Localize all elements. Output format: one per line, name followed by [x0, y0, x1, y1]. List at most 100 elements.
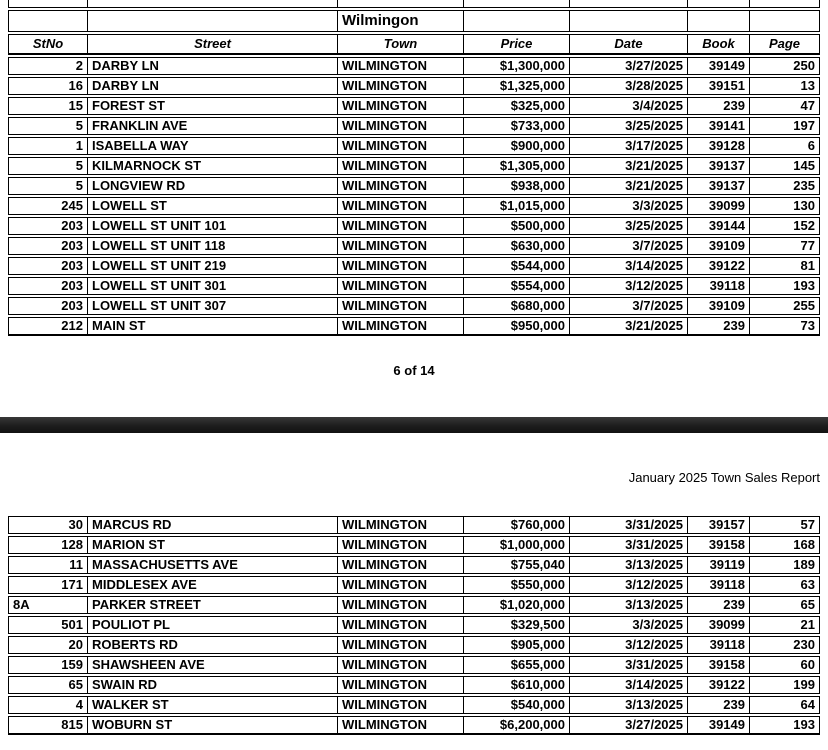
table-row: 1 ISABELLA WAY WILMINGTON $900,000 3/17/2025…	[8, 137, 820, 155]
cell-page: 230	[750, 636, 820, 654]
table-row: 159 SHAWSHEEN AVE WILMINGTON $655,000 3/31/2…	[8, 656, 820, 674]
cell-page: 6	[750, 137, 820, 155]
table-row: 203 LOWELL ST UNIT 118 WILMINGTON $630,000 3…	[8, 237, 820, 255]
cell-price: $1,015,000	[464, 197, 570, 215]
cell-empty	[88, 10, 338, 32]
cell-price: $544,000	[464, 257, 570, 275]
cell-stno: 203	[8, 257, 88, 275]
cell-book: 239	[688, 317, 750, 336]
cell-date: 3/4/2025	[570, 97, 688, 115]
cell-street: LOWELL ST UNIT 101	[88, 217, 338, 235]
cell-page: 57	[750, 516, 820, 534]
report-title: January 2025 Town Sales Report	[628, 470, 820, 485]
cell-street: LOWELL ST UNIT 307	[88, 297, 338, 315]
cell-town: WILMINGTON	[338, 536, 464, 554]
cell-stno: 65	[8, 676, 88, 694]
cell-street: KILMARNOCK ST	[88, 157, 338, 175]
cell-stno: 501	[8, 616, 88, 634]
cell-empty	[8, 0, 88, 8]
cell-town: WILMINGTON	[338, 157, 464, 175]
cell-book: 39149	[688, 57, 750, 75]
cell-book: 239	[688, 696, 750, 714]
cell-book: 39141	[688, 117, 750, 135]
table-row: 128 MARION ST WILMINGTON $1,000,000 3/31/202…	[8, 536, 820, 554]
table-row: 815 WOBURN ST WILMINGTON $6,200,000 3/27/202…	[8, 716, 820, 735]
table-row: 203 LOWELL ST UNIT 101 WILMINGTON $500,000 3…	[8, 217, 820, 235]
cell-street: MASSACHUSETTS AVE	[88, 556, 338, 574]
cell-stno: 203	[8, 277, 88, 295]
cell-stno: 2	[8, 57, 88, 75]
cell-book: 39118	[688, 576, 750, 594]
cell-book: 39137	[688, 157, 750, 175]
cell-street: FOREST ST	[88, 97, 338, 115]
cell-price: $1,305,000	[464, 157, 570, 175]
cell-street: SHAWSHEEN AVE	[88, 656, 338, 674]
cell-empty	[688, 10, 750, 32]
cell-town: WILMINGTON	[338, 616, 464, 634]
cell-date: 3/13/2025	[570, 696, 688, 714]
cell-price: $630,000	[464, 237, 570, 255]
cell-book: 39118	[688, 636, 750, 654]
table-row: 65 SWAIN RD WILMINGTON $610,000 3/14/2025 391…	[8, 676, 820, 694]
cell-page: 250	[750, 57, 820, 75]
cell-town: WILMINGTON	[338, 237, 464, 255]
column-header-street: Street	[88, 34, 338, 55]
cell-date: 3/31/2025	[570, 536, 688, 554]
cell-street: LOWELL ST	[88, 197, 338, 215]
cell-page: 255	[750, 297, 820, 315]
cell-date: 3/3/2025	[570, 616, 688, 634]
cell-stno: 8A	[8, 596, 88, 614]
table-title-row: Wilmingon	[8, 10, 820, 32]
cell-town: WILMINGTON	[338, 656, 464, 674]
cell-street: DARBY LN	[88, 57, 338, 75]
sales-table-page-6: Wilmingon StNo Street Town Price Date Bo…	[8, 0, 820, 338]
cell-empty	[688, 0, 750, 8]
cell-stno: 5	[8, 157, 88, 175]
cell-date: 3/7/2025	[570, 237, 688, 255]
cell-town: WILMINGTON	[338, 676, 464, 694]
cell-stno: 128	[8, 536, 88, 554]
cell-price: $554,000	[464, 277, 570, 295]
cell-street: ROBERTS RD	[88, 636, 338, 654]
cell-price: $1,300,000	[464, 57, 570, 75]
cell-stno: 815	[8, 716, 88, 735]
cell-stno: 203	[8, 297, 88, 315]
cell-town: WILMINGTON	[338, 197, 464, 215]
cell-page: 63	[750, 576, 820, 594]
cell-price: $500,000	[464, 217, 570, 235]
cell-town: WILMINGTON	[338, 716, 464, 735]
cell-book: 239	[688, 97, 750, 115]
cell-price: $610,000	[464, 676, 570, 694]
cell-stno: 159	[8, 656, 88, 674]
cell-street: POULIOT PL	[88, 616, 338, 634]
cell-date: 3/12/2025	[570, 277, 688, 295]
cell-page: 197	[750, 117, 820, 135]
cell-empty	[338, 0, 464, 8]
cell-town: WILMINGTON	[338, 57, 464, 75]
cell-date: 3/21/2025	[570, 157, 688, 175]
cell-stno: 1	[8, 137, 88, 155]
table-row: 203 LOWELL ST UNIT 219 WILMINGTON $544,000 3…	[8, 257, 820, 275]
cell-price: $325,000	[464, 97, 570, 115]
cell-date: 3/12/2025	[570, 636, 688, 654]
cell-book: 39151	[688, 77, 750, 95]
cell-street: LONGVIEW RD	[88, 177, 338, 195]
cell-book: 39118	[688, 277, 750, 295]
cell-town: WILMINGTON	[338, 77, 464, 95]
cell-book: 39119	[688, 556, 750, 574]
cell-page: 130	[750, 197, 820, 215]
table-row: 245 LOWELL ST WILMINGTON $1,015,000 3/3/2025…	[8, 197, 820, 215]
cell-street: MARION ST	[88, 536, 338, 554]
table-row: 501 POULIOT PL WILMINGTON $329,500 3/3/2025 3…	[8, 616, 820, 634]
table-row: 171 MIDDLESEX AVE WILMINGTON $550,000 3/12/2…	[8, 576, 820, 594]
cell-book: 39158	[688, 536, 750, 554]
cell-town: WILMINGTON	[338, 636, 464, 654]
table-row: 30 MARCUS RD WILMINGTON $760,000 3/31/2025 39…	[8, 516, 820, 534]
cell-page: 64	[750, 696, 820, 714]
table-row: 2 DARBY LN WILMINGTON $1,300,000 3/27/2025 39…	[8, 57, 820, 75]
cell-town: WILMINGTON	[338, 317, 464, 336]
cell-stno: 20	[8, 636, 88, 654]
cell-book: 39099	[688, 197, 750, 215]
table-row: 16 DARBY LN WILMINGTON $1,325,000 3/28/2025 3…	[8, 77, 820, 95]
cell-stno: 5	[8, 177, 88, 195]
